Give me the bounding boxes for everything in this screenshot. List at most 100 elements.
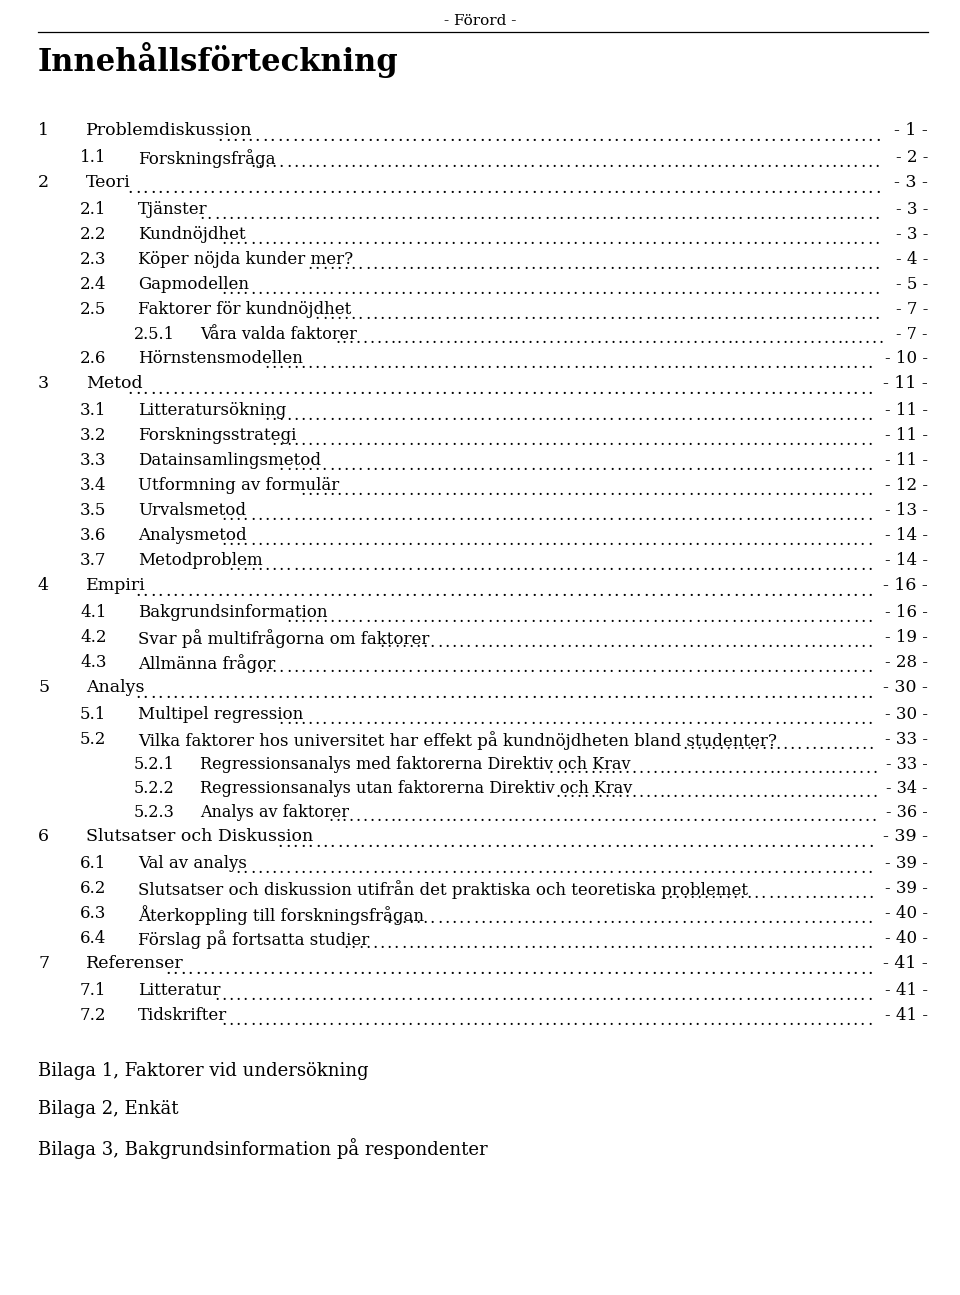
- Text: .: .: [442, 180, 447, 197]
- Text: .: .: [444, 635, 449, 651]
- Text: 2.5: 2.5: [80, 300, 107, 319]
- Text: .: .: [344, 711, 348, 728]
- Text: .: .: [293, 457, 299, 474]
- Text: .: .: [336, 860, 342, 877]
- Text: .: .: [262, 180, 268, 197]
- Text: 2.5.1: 2.5.1: [134, 326, 175, 343]
- Text: Gapmodellen: Gapmodellen: [138, 276, 249, 293]
- Text: .: .: [516, 154, 520, 171]
- Text: .: .: [659, 154, 664, 171]
- Text: .: .: [422, 987, 427, 1004]
- Text: .: .: [445, 808, 450, 825]
- Text: .: .: [686, 760, 691, 777]
- Text: .: .: [838, 281, 844, 298]
- Text: .: .: [382, 382, 387, 399]
- Text: .: .: [357, 231, 363, 249]
- Text: .: .: [217, 180, 223, 197]
- Text: .: .: [142, 685, 148, 702]
- Text: .: .: [544, 860, 549, 877]
- Text: .: .: [716, 508, 722, 524]
- Text: .: .: [240, 180, 245, 197]
- Text: .: .: [520, 808, 526, 825]
- Text: .: .: [277, 834, 283, 851]
- Text: 6.2: 6.2: [80, 881, 107, 897]
- Text: .: .: [401, 306, 406, 322]
- Text: .: .: [681, 407, 685, 423]
- Text: .: .: [551, 355, 557, 372]
- Text: .: .: [659, 987, 664, 1004]
- Text: .: .: [487, 154, 492, 171]
- Text: .: .: [293, 711, 299, 728]
- Text: .: .: [609, 557, 614, 574]
- Text: .: .: [673, 281, 679, 298]
- Text: .: .: [344, 154, 348, 171]
- Text: .: .: [365, 860, 370, 877]
- Text: .: .: [588, 231, 592, 249]
- Text: .: .: [781, 355, 786, 372]
- Text: .: .: [795, 231, 801, 249]
- Text: .: .: [652, 1011, 657, 1030]
- Text: .: .: [817, 935, 823, 952]
- Text: .: .: [637, 256, 643, 273]
- Text: .: .: [358, 457, 363, 474]
- Text: .: .: [449, 834, 455, 851]
- Text: .: .: [631, 154, 636, 171]
- Text: .: .: [838, 206, 844, 223]
- Text: .: .: [838, 760, 843, 777]
- Text: .: .: [867, 231, 873, 249]
- Text: .: .: [860, 128, 866, 145]
- Text: .: .: [487, 355, 492, 372]
- Text: .: .: [809, 231, 815, 249]
- Text: .: .: [523, 457, 528, 474]
- Text: .: .: [472, 557, 478, 574]
- Text: .: .: [401, 256, 406, 273]
- Text: .: .: [544, 1011, 549, 1030]
- Text: .: .: [404, 685, 410, 702]
- Text: .: .: [203, 584, 207, 601]
- Text: .: .: [724, 508, 729, 524]
- Text: 1: 1: [38, 122, 49, 139]
- Text: .: .: [243, 860, 248, 877]
- Text: .: .: [726, 128, 732, 145]
- Text: .: .: [379, 635, 385, 651]
- Text: .: .: [726, 685, 731, 702]
- Text: .: .: [451, 206, 456, 223]
- Text: .: .: [745, 433, 751, 449]
- Text: .: .: [767, 935, 772, 952]
- Text: .: .: [228, 1011, 233, 1030]
- Text: .: .: [458, 457, 464, 474]
- Text: .: .: [336, 231, 341, 249]
- Text: .: .: [695, 659, 700, 676]
- Text: .: .: [307, 1011, 313, 1030]
- Text: .: .: [401, 910, 406, 927]
- Text: .: .: [552, 910, 557, 927]
- Text: .: .: [793, 584, 799, 601]
- Text: .: .: [437, 711, 442, 728]
- Text: .: .: [322, 659, 327, 676]
- Text: .: .: [278, 355, 284, 372]
- Text: .: .: [674, 609, 679, 625]
- Text: .: .: [429, 532, 435, 549]
- Text: .: .: [759, 457, 765, 474]
- Text: .: .: [573, 433, 578, 449]
- Text: .: .: [616, 457, 621, 474]
- Text: .: .: [379, 659, 384, 676]
- Text: Problemdiskussion: Problemdiskussion: [86, 122, 252, 139]
- Text: .: .: [752, 206, 757, 223]
- Text: .: .: [566, 256, 571, 273]
- Text: .: .: [458, 407, 464, 423]
- Text: .: .: [509, 685, 515, 702]
- Text: .: .: [846, 635, 852, 651]
- Text: .: .: [479, 128, 485, 145]
- Text: .: .: [581, 635, 586, 651]
- Text: .: .: [442, 382, 447, 399]
- Text: .: .: [546, 834, 552, 851]
- Text: .: .: [372, 508, 377, 524]
- Text: .: .: [439, 330, 444, 347]
- Text: .: .: [756, 760, 760, 777]
- Text: .: .: [487, 935, 492, 952]
- Text: .: .: [561, 382, 566, 399]
- Text: .: .: [451, 457, 456, 474]
- Text: .: .: [588, 407, 592, 423]
- Text: .: .: [365, 231, 370, 249]
